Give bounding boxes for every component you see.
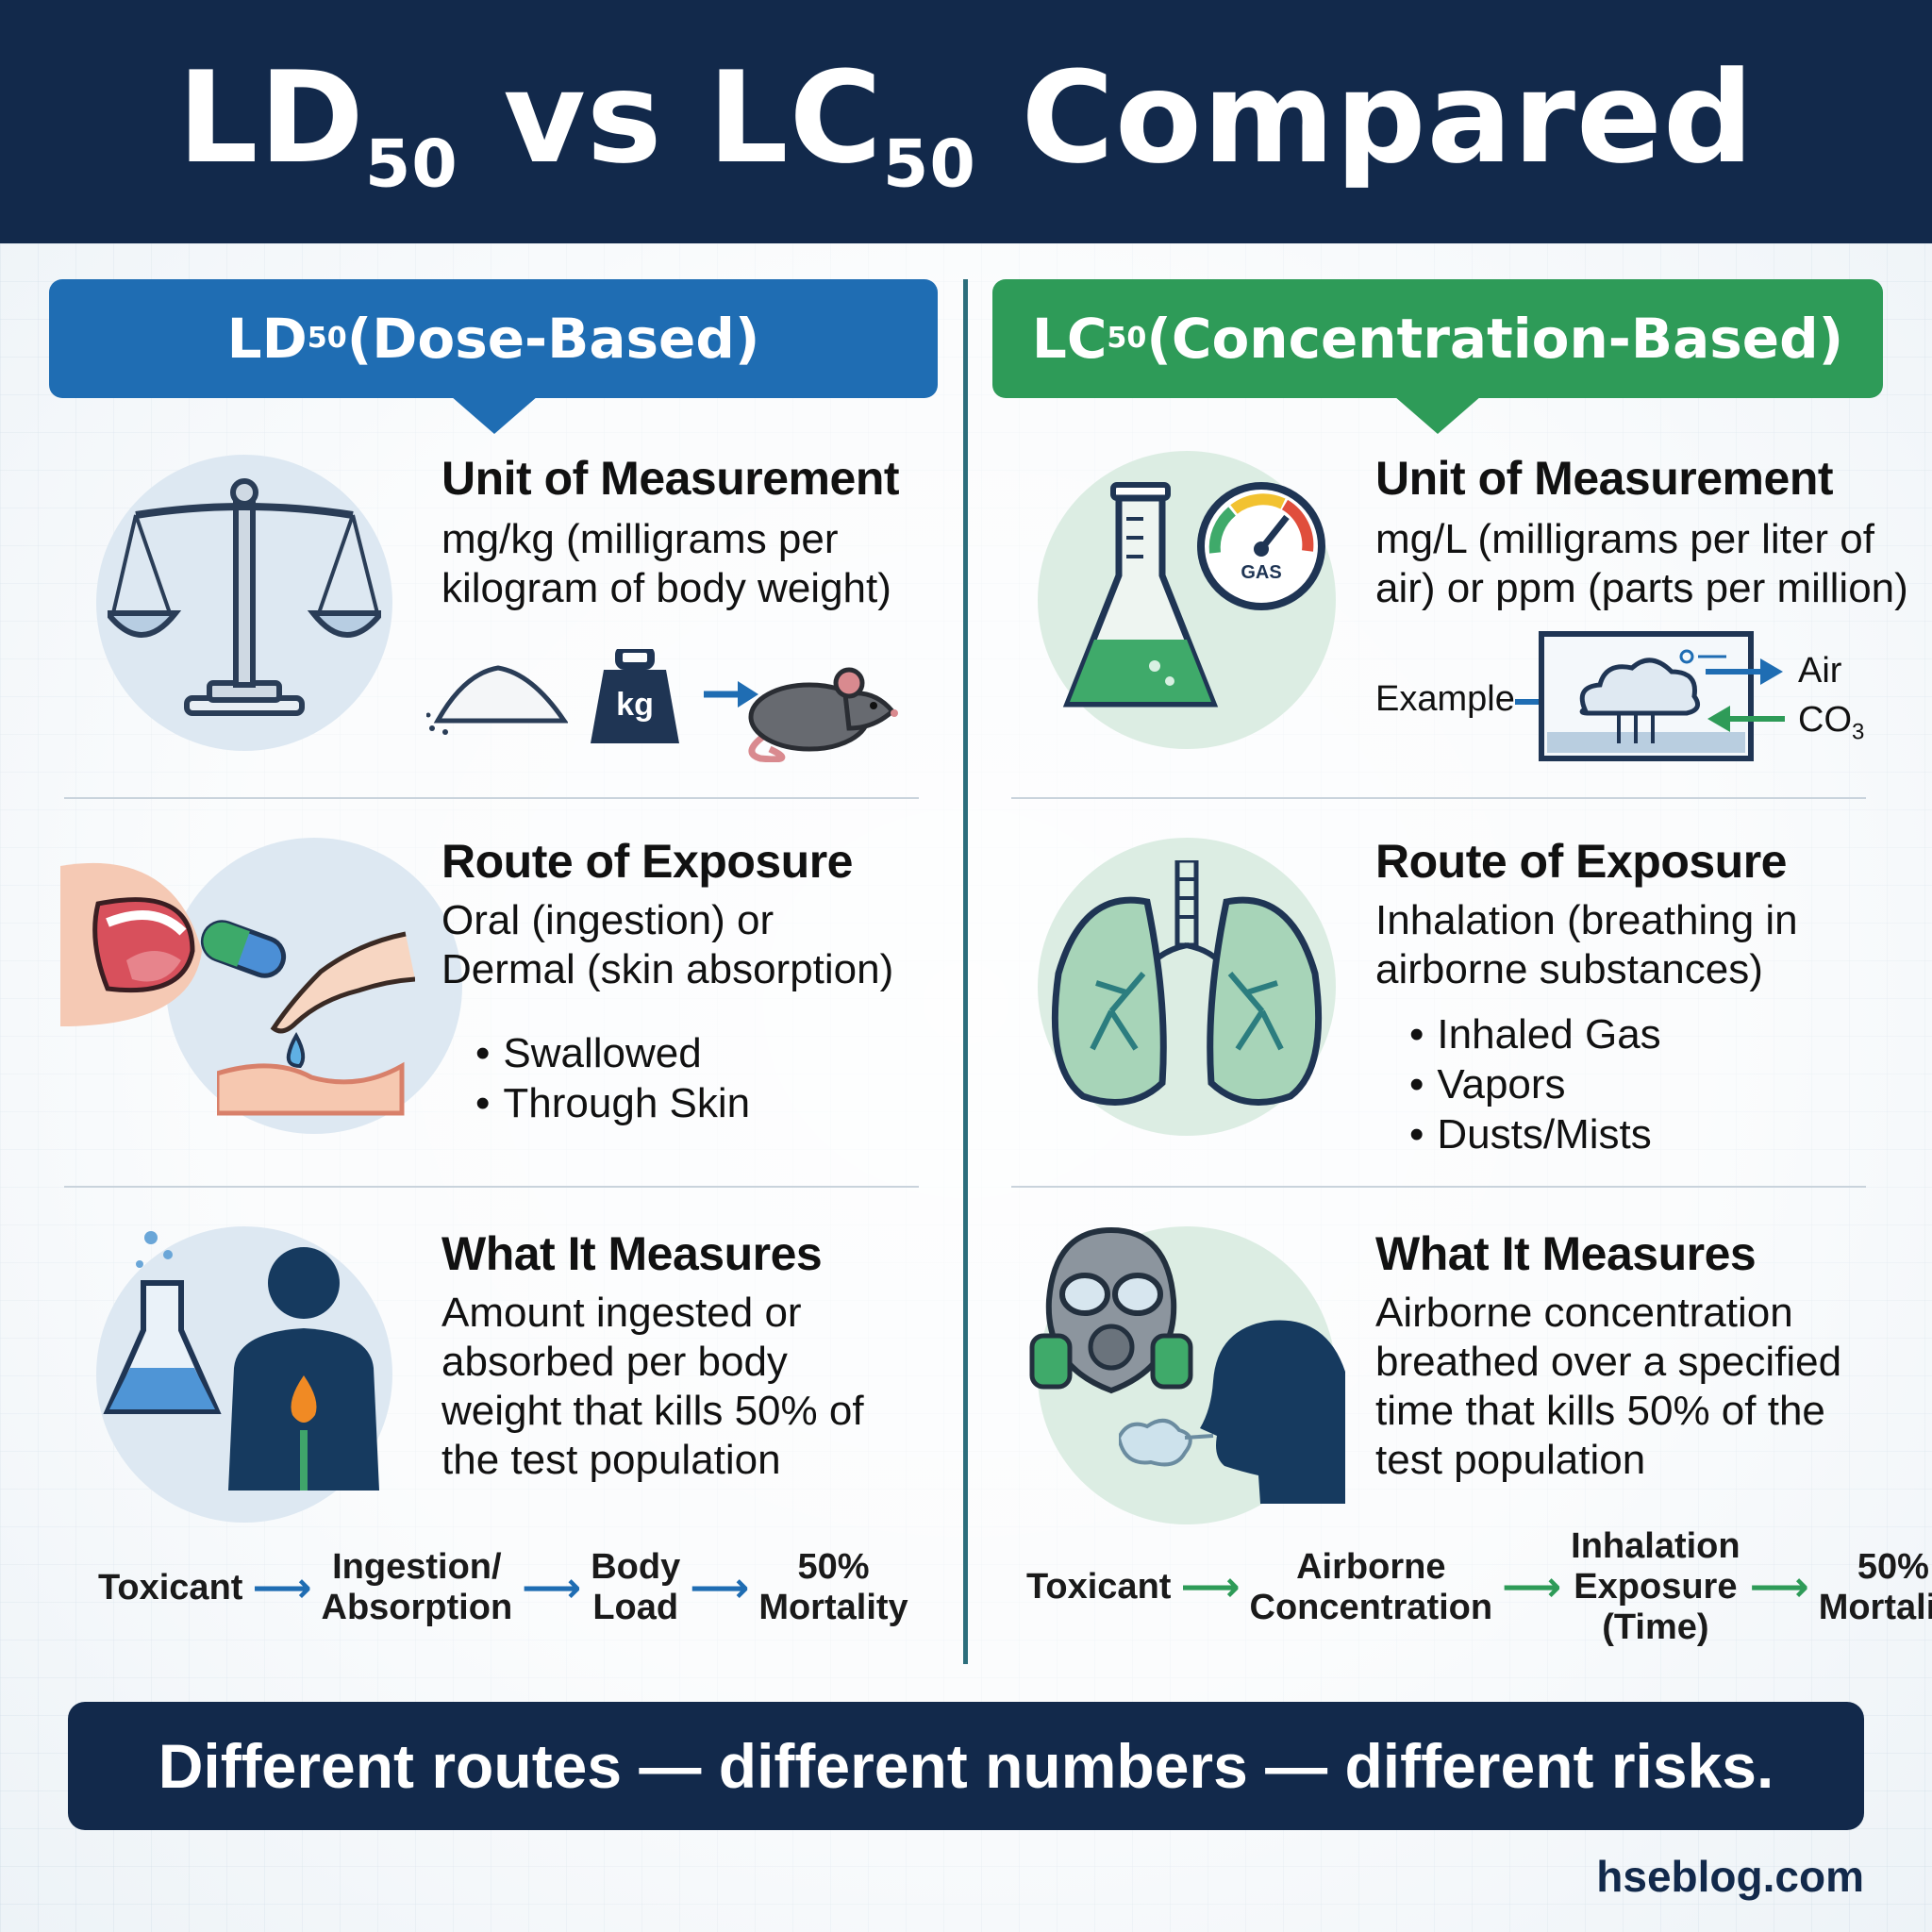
lungs-icon (1051, 860, 1323, 1106)
footer-tagline: Different routes — different numbers — d… (158, 1731, 1774, 1801)
capsule-icon (200, 920, 287, 978)
ld50-measures-line: the test population (441, 1437, 781, 1483)
lc50-measures-line: Airborne concentration (1375, 1290, 1793, 1336)
hand-drop-icon (217, 931, 415, 1116)
flask-icon (103, 1231, 222, 1414)
arrow-right-icon (704, 681, 758, 708)
ld50-route-body-line: Dermal (skin absorption) (441, 946, 894, 992)
human-silhouette-icon (228, 1247, 379, 1491)
lc50-route-body: Inhalation (breathing in airborne substa… (1375, 896, 1798, 994)
ld50-route-bullets: Swallowed Through Skin (475, 1028, 750, 1128)
arrow-right-icon: ⟶ (1502, 1564, 1562, 1610)
ld50-route-body: Oral (ingestion) or Dermal (skin absorpt… (441, 896, 893, 994)
kg-weight-icon: kg (591, 649, 679, 743)
site-link[interactable]: hseblog.com (1596, 1852, 1864, 1901)
lc50-measures-title: What It Measures (1375, 1227, 1757, 1280)
lc50-heading-pointer (1394, 396, 1481, 434)
ld50-unit-body-line: kilogram of body weight) (441, 565, 891, 611)
arrow-right-icon: ⟶ (1749, 1564, 1809, 1610)
arrow-right-icon: ⟶ (690, 1564, 750, 1611)
example-label: Example (1375, 679, 1515, 719)
flow-step: Toxicant (98, 1567, 243, 1607)
ld50-unit-title: Unit of Measurement (441, 452, 900, 505)
separator (64, 797, 919, 799)
flow-step: 50%Mortality (758, 1547, 908, 1627)
separator (1011, 1186, 1866, 1188)
lc50-unit-body-line: air) or ppm (parts per million) (1375, 565, 1908, 611)
ld50-unit-body: mg/kg (milligrams per kilogram of body w… (441, 515, 891, 613)
co-arrow-icon (1707, 706, 1785, 732)
lc50-route-title: Route of Exposure (1375, 835, 1787, 888)
kg-weight-label: kg (616, 687, 654, 723)
list-item: Vapors (1409, 1059, 1661, 1109)
flow-step: Body Load (591, 1547, 681, 1627)
separator (64, 1186, 919, 1188)
lc50-measures-line: test population (1375, 1437, 1646, 1483)
flow-step: Inhalation Exposure (Time) (1571, 1526, 1740, 1647)
mouth-icon (60, 862, 202, 1026)
page-title: LD50 vs LC50 Compared (177, 44, 1755, 203)
list-item: Dusts/Mists (1409, 1109, 1661, 1159)
air-label: Air (1798, 651, 1842, 691)
ld50-unit-body-line: mg/kg (milligrams per (441, 516, 839, 562)
ld50-measures-body: Amount ingested or absorbed per body wei… (441, 1289, 864, 1485)
powder-pile-icon (426, 665, 568, 735)
lc50-unit-body: mg/L (milligrams per liter of air) or pp… (1375, 515, 1908, 613)
co3-label: CO3 (1798, 700, 1865, 745)
flow-step: Airborne Concentration (1249, 1546, 1493, 1627)
gauge-label: GAS (1241, 562, 1282, 583)
ld50-measures-line: weight that kills 50% of (441, 1388, 864, 1434)
erlenmeyer-flask-icon (1062, 482, 1219, 708)
list-item: Inhaled Gas (1409, 1009, 1660, 1059)
column-divider (963, 279, 968, 1664)
ld50-measures-line: Amount ingested or (441, 1290, 802, 1336)
flow-step: Ingestion/Absorption (321, 1547, 513, 1627)
arrow-right-icon: ⟶ (522, 1564, 582, 1611)
lc50-unit-body-line: mg/L (milligrams per liter of (1375, 516, 1874, 562)
breathing-head-icon (1119, 1320, 1345, 1504)
lc50-unit-title: Unit of Measurement (1375, 452, 1834, 505)
ld50-route-body-line: Oral (ingestion) or (441, 897, 774, 943)
ld50-column-heading: LD 50 (Dose-Based) (49, 279, 938, 398)
gas-gauge-icon: GAS (1194, 479, 1328, 613)
rat-icon (748, 667, 898, 762)
air-arrow-icon (1706, 658, 1783, 685)
list-item: Through Skin (475, 1078, 750, 1128)
ld50-heading-pointer (451, 396, 538, 434)
lc50-measures-body: Airborne concentration breathed over a s… (1375, 1289, 1841, 1485)
arrow-right-icon: ⟶ (1180, 1564, 1241, 1610)
footer-tagline-bar: Different routes — different numbers — d… (68, 1702, 1864, 1830)
exposure-chamber-icon (1539, 631, 1754, 761)
lc50-route-body-line: Inhalation (breathing in (1375, 897, 1798, 943)
flow-step: 50%Mortality (1818, 1546, 1932, 1627)
lc50-process-flow: Toxicant ⟶ Airborne Concentration ⟶ Inhal… (1026, 1526, 1932, 1648)
balance-scale-icon (108, 478, 381, 716)
lc50-route-body-line: airborne substances) (1375, 946, 1763, 992)
lc50-route-bullets: Inhaled Gas Vapors Dusts/Mists (1409, 1009, 1661, 1159)
separator (1011, 797, 1866, 799)
header-banner: LD50 vs LC50 Compared (0, 0, 1932, 243)
gas-mask-icon (1029, 1226, 1193, 1394)
lc50-measures-line: breathed over a specified (1375, 1339, 1842, 1385)
arrow-right-icon: ⟶ (252, 1564, 312, 1611)
lc50-measures-line: time that kills 50% of the (1375, 1388, 1825, 1434)
ld50-process-flow: Toxicant ⟶ Ingestion/Absorption ⟶ Body Lo… (98, 1547, 908, 1628)
ld50-measures-line: absorbed per body (441, 1339, 788, 1385)
lc50-column-heading: LC 50 (Concentration-Based) (992, 279, 1883, 398)
ld50-measures-title: What It Measures (441, 1227, 823, 1280)
ld50-route-title: Route of Exposure (441, 835, 853, 888)
flow-step: Toxicant (1026, 1567, 1172, 1607)
list-item: Swallowed (475, 1028, 750, 1078)
